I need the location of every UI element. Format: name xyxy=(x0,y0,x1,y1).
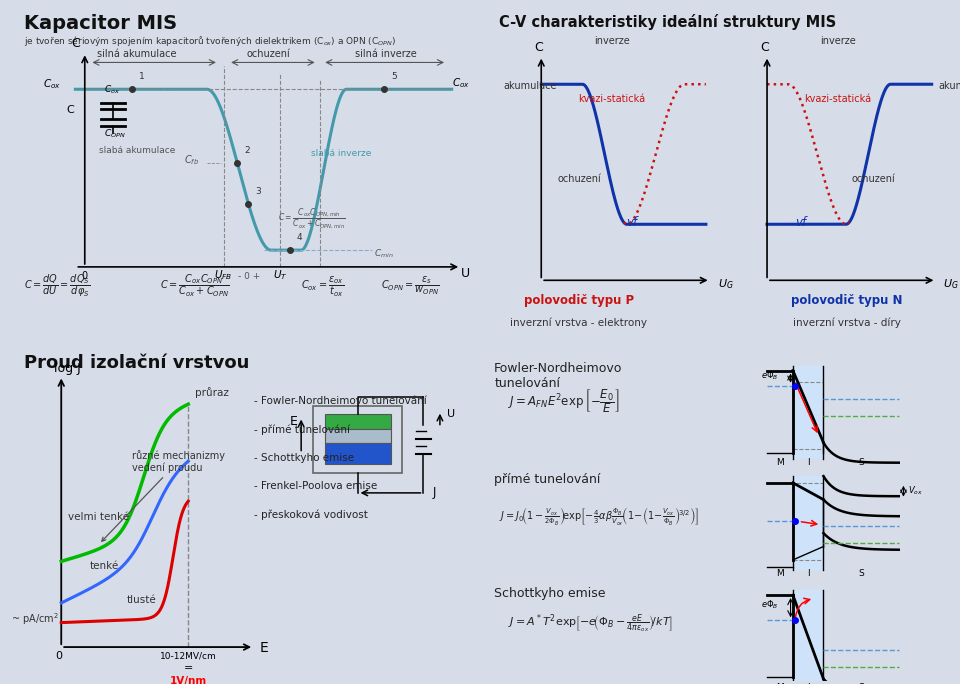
Bar xyxy=(793,382,824,449)
Text: U: U xyxy=(447,409,455,419)
Text: $C_{min}$: $C_{min}$ xyxy=(374,248,394,261)
Text: E: E xyxy=(259,641,268,655)
Bar xyxy=(793,590,824,684)
Bar xyxy=(793,483,824,560)
Text: S: S xyxy=(858,683,864,684)
Text: různé mechanizmy
vedení proudu: různé mechanizmy vedení proudu xyxy=(102,450,225,541)
Bar xyxy=(313,406,402,473)
Text: polovodič typu N: polovodič typu N xyxy=(791,293,902,306)
Text: inverze: inverze xyxy=(594,36,630,46)
Text: $J = A^*T^2\exp\!\left[-e\!\left(\Phi_B - \frac{eE}{4\pi\varepsilon_{ox}}\right): $J = A^*T^2\exp\!\left[-e\!\left(\Phi_B … xyxy=(509,612,674,635)
Text: - Fowler-Nordheimovo tunelování: - Fowler-Nordheimovo tunelování xyxy=(254,395,427,406)
Text: ochuzení: ochuzení xyxy=(852,174,896,184)
Text: inverzní vrstva - elektrony: inverzní vrstva - elektrony xyxy=(511,317,647,328)
Text: E: E xyxy=(289,415,298,428)
Text: ochuzení: ochuzení xyxy=(558,174,602,184)
Text: akumulace: akumulace xyxy=(504,81,557,90)
Text: 5: 5 xyxy=(391,73,396,81)
Text: $U_{FB}$: $U_{FB}$ xyxy=(214,269,232,282)
Text: Proud izolační vrstvou: Proud izolační vrstvou xyxy=(24,354,249,372)
Text: S: S xyxy=(858,458,864,467)
Text: vf: vf xyxy=(626,216,637,229)
Text: $C = \dfrac{C_{ox}C_{OPN}}{C_{ox}+C_{OPN}}$: $C = \dfrac{C_{ox}C_{OPN}}{C_{ox}+C_{OPN… xyxy=(160,272,229,299)
Text: I: I xyxy=(807,458,809,467)
Text: 0: 0 xyxy=(82,271,87,280)
Text: silná akumulace: silná akumulace xyxy=(97,49,177,60)
Text: J: J xyxy=(433,486,436,499)
Text: $C_{OPN} = \dfrac{\varepsilon_s}{w_{OPN}}$: $C_{OPN} = \dfrac{\varepsilon_s}{w_{OPN}… xyxy=(381,274,440,297)
Text: C: C xyxy=(71,38,80,51)
Text: $e\Phi_B$: $e\Phi_B$ xyxy=(760,598,779,611)
Text: 10-12MV/cm: 10-12MV/cm xyxy=(160,652,217,661)
Text: kvazi-statická: kvazi-statická xyxy=(804,94,871,104)
Text: $e\Phi_B$: $e\Phi_B$ xyxy=(760,369,779,382)
Text: kvazi-statická: kvazi-statická xyxy=(578,94,645,104)
Text: C: C xyxy=(535,41,543,54)
Text: =: = xyxy=(183,663,193,673)
Text: 3: 3 xyxy=(255,187,261,196)
Text: $U_T$: $U_T$ xyxy=(273,269,287,282)
Text: silná inverze: silná inverze xyxy=(355,49,417,60)
Text: slabá inverze: slabá inverze xyxy=(311,149,371,158)
Text: tlusté: tlusté xyxy=(127,595,156,605)
Text: $J = A_{FN}E^2 \exp\left[-\dfrac{E_0}{E}\right]$: $J = A_{FN}E^2 \exp\left[-\dfrac{E_0}{E}… xyxy=(509,387,620,415)
Text: - Frenkel-Poolova emise: - Frenkel-Poolova emise xyxy=(254,481,377,491)
Text: I: I xyxy=(807,683,809,684)
Text: 2: 2 xyxy=(244,146,250,155)
Text: - přímé tunelování: - přímé tunelování xyxy=(254,424,350,435)
Text: Schottkyho emise: Schottkyho emise xyxy=(494,587,606,600)
Text: akumulace: akumulace xyxy=(939,81,960,90)
Text: $C_{ox}$: $C_{ox}$ xyxy=(451,76,469,90)
Text: $J = J_0\!\left(1-\frac{V_{ox}}{2\Phi_B}\right)\!\exp\!\left[-\frac{4}{3}\alpha\: $J = J_0\!\left(1-\frac{V_{ox}}{2\Phi_B}… xyxy=(499,505,699,527)
Text: $C = \dfrac{dQ}{dU} = \dfrac{dQ_S}{d\varphi_S}$: $C = \dfrac{dQ}{dU} = \dfrac{dQ_S}{d\var… xyxy=(24,272,90,299)
Text: inverze: inverze xyxy=(820,36,855,46)
Text: - přeskoková vodivost: - přeskoková vodivost xyxy=(254,510,368,520)
Text: - 0 +: - 0 + xyxy=(238,272,260,280)
Text: C-V charakteristiky ideální struktury MIS: C-V charakteristiky ideální struktury MI… xyxy=(499,14,836,30)
Bar xyxy=(324,443,391,464)
Text: $C_{OPN}$: $C_{OPN}$ xyxy=(104,127,125,140)
Text: C: C xyxy=(67,105,75,115)
Text: Fowler-Nordheimovo
tunelování: Fowler-Nordheimovo tunelování xyxy=(494,363,623,390)
Text: Kapacitor MIS: Kapacitor MIS xyxy=(24,14,177,33)
Text: I: I xyxy=(807,569,809,578)
Text: $C_{ox}$: $C_{ox}$ xyxy=(43,77,61,92)
Text: přímé tunelování: přímé tunelování xyxy=(494,473,601,486)
Text: M: M xyxy=(776,683,784,684)
Text: slabá akumulace: slabá akumulace xyxy=(99,146,176,155)
Bar xyxy=(793,365,824,460)
Text: log J: log J xyxy=(54,363,81,376)
Text: S: S xyxy=(858,569,864,578)
Bar xyxy=(324,414,391,430)
Text: 1: 1 xyxy=(139,73,145,81)
Text: tenké: tenké xyxy=(89,561,119,570)
Text: je tvořen sériovým spojením kapacitorů tvořených dielektrikem (C$_{ox}$) a OPN (: je tvořen sériovým spojením kapacitorů t… xyxy=(24,34,396,48)
Text: - Schottkyho emise: - Schottkyho emise xyxy=(254,453,354,462)
Bar xyxy=(324,430,391,443)
Text: $C_{ox} = \dfrac{\varepsilon_{ox}}{t_{ox}}$: $C_{ox} = \dfrac{\varepsilon_{ox}}{t_{ox… xyxy=(301,274,345,299)
Text: $C = \dfrac{C_{ox}C_{OPN,min}}{C_{ox}+C_{OPN,min}}$: $C = \dfrac{C_{ox}C_{OPN,min}}{C_{ox}+C_… xyxy=(277,206,346,230)
Text: inverzní vrstva - díry: inverzní vrstva - díry xyxy=(793,317,900,328)
Text: 0: 0 xyxy=(56,650,62,661)
Text: $C_{ox}$: $C_{ox}$ xyxy=(104,83,120,96)
Text: 1V/nm: 1V/nm xyxy=(170,676,207,684)
Text: $U_G$: $U_G$ xyxy=(718,277,733,291)
Text: ~ pA/cm$^2$: ~ pA/cm$^2$ xyxy=(11,611,59,627)
Text: $V_{ox}$: $V_{ox}$ xyxy=(908,485,923,497)
Text: $U_G$: $U_G$ xyxy=(944,277,959,291)
Text: U: U xyxy=(461,267,470,280)
Bar xyxy=(793,476,824,570)
Text: průraz: průraz xyxy=(195,386,229,397)
Text: ochuzení: ochuzení xyxy=(247,49,290,60)
Text: C: C xyxy=(760,41,769,54)
Text: velmi tenké: velmi tenké xyxy=(68,512,130,522)
Text: vf: vf xyxy=(795,216,806,229)
Text: $C_{fb}$: $C_{fb}$ xyxy=(183,153,199,167)
Text: polovodič typu P: polovodič typu P xyxy=(524,293,634,306)
Text: M: M xyxy=(776,458,784,467)
Text: 4: 4 xyxy=(297,233,302,242)
Text: M: M xyxy=(776,569,784,578)
